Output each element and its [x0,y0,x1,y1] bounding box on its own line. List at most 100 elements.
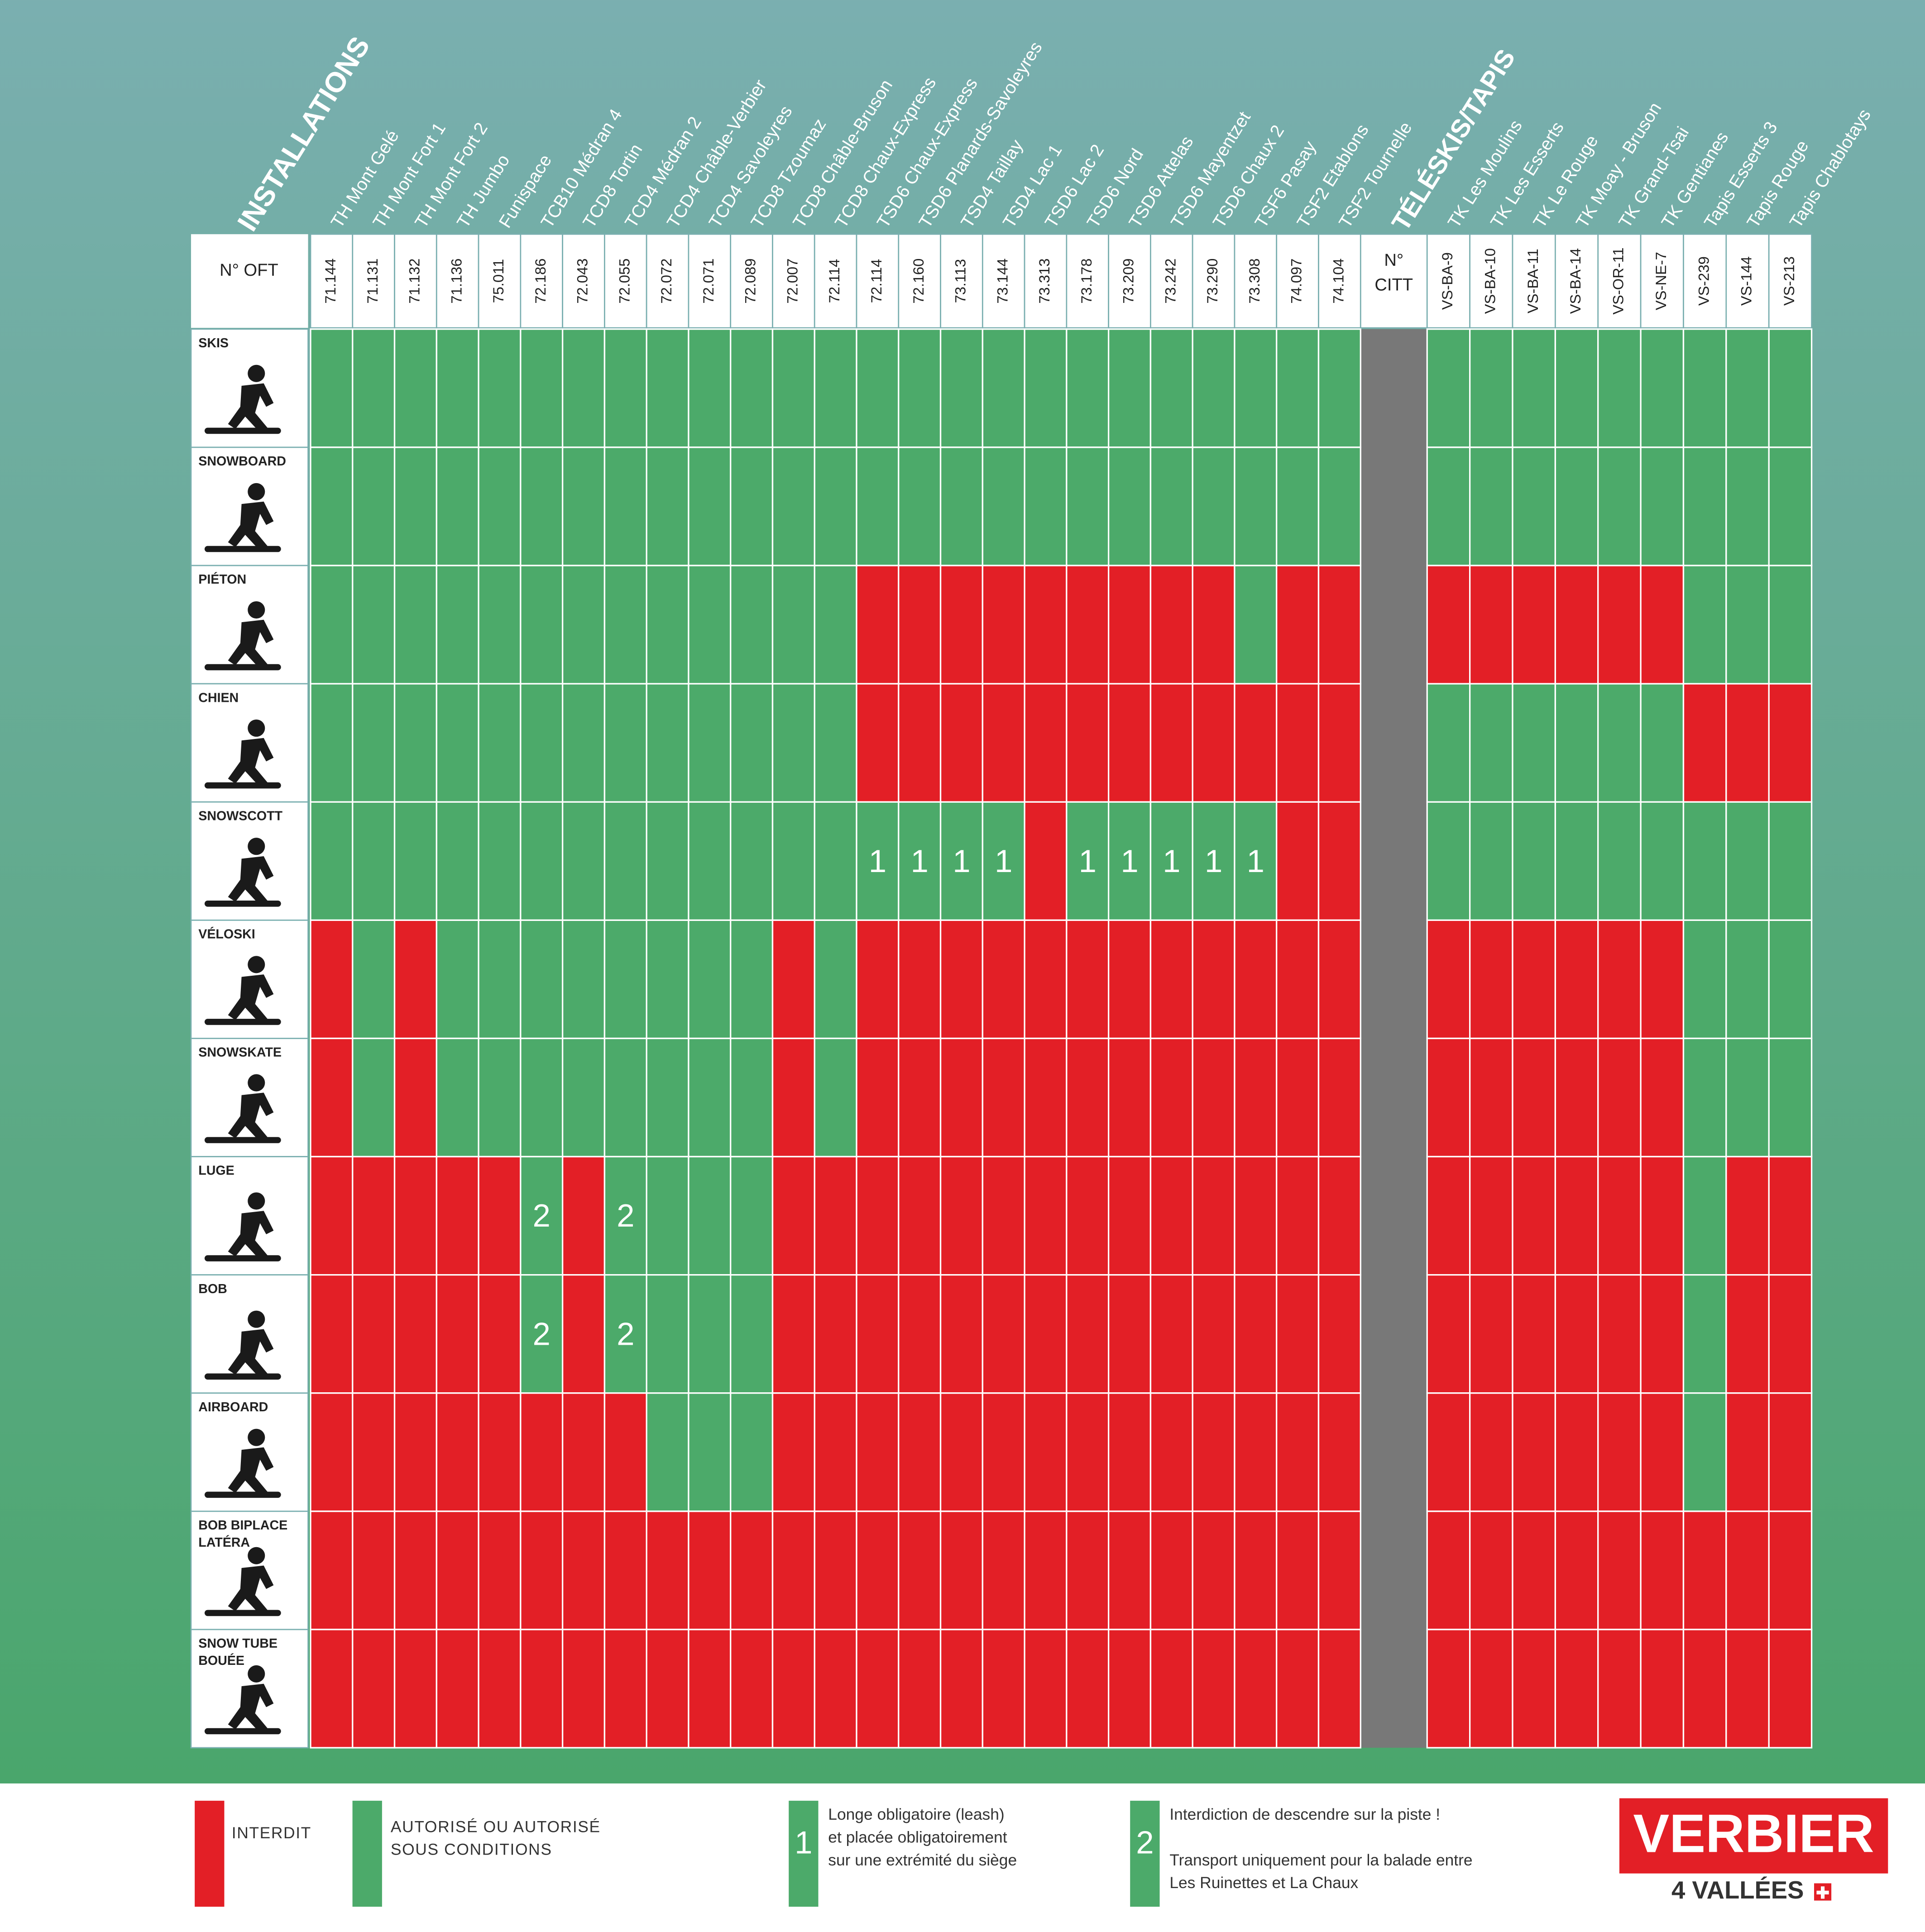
cell-note: 1 [1163,843,1180,879]
cell [898,565,942,685]
cell [730,683,774,803]
cell [814,565,857,685]
cell [1149,328,1193,448]
cell [1149,1510,1193,1630]
cell [1317,446,1361,566]
cell [1426,565,1471,685]
cell [688,565,732,685]
cell [352,1155,396,1276]
cell-note: 1 [953,843,970,879]
cell [856,1155,900,1276]
cell [646,328,690,448]
cell [1725,1274,1770,1394]
legend-mark: 1 [795,1825,812,1860]
cell [856,1037,900,1158]
column-code: VS-213 [1781,256,1797,306]
cell [814,1392,857,1512]
code-cell [856,233,900,329]
cell [1682,1274,1727,1394]
cell [436,565,479,685]
cell [1107,919,1152,1040]
cell [1768,1037,1813,1158]
icon-base [204,1137,281,1143]
column-code: VS-OR-11 [1610,248,1627,315]
cell [393,1037,437,1158]
icon-head [248,719,265,737]
cell [561,565,606,685]
cell [1234,1629,1278,1749]
cell [771,446,815,566]
code-cell [1024,233,1068,329]
cell [1512,1037,1556,1158]
icon-base [204,427,281,434]
legend-label: SOUS CONDITIONS [391,1841,552,1859]
cell [1725,919,1770,1040]
cell [646,1392,690,1512]
cell [603,446,647,566]
row-label: BOB BIPLACE [198,1518,287,1533]
cell [1149,565,1193,685]
cell [1192,1629,1235,1749]
cell [982,328,1025,448]
oft-cell [191,234,308,328]
cell [1317,1274,1361,1394]
cell [730,328,774,448]
cell [603,1392,647,1512]
cell [1682,1037,1727,1158]
cell [1725,565,1770,685]
cell [1024,1510,1068,1630]
code-cell [1469,233,1513,329]
cell [1640,1037,1685,1158]
cell [1107,1274,1152,1394]
cell [730,565,774,685]
logo-region: 4 VALLÉES [1671,1876,1804,1904]
icon-head [248,364,265,382]
code-cell [1150,233,1193,329]
cell [771,1155,815,1276]
code-cell [1426,233,1470,329]
cell [814,919,857,1040]
cell [1768,1629,1813,1749]
cell [520,328,564,448]
code-cell [772,233,815,329]
cell [1682,565,1727,685]
cell [688,1629,732,1749]
cell [310,328,354,448]
cell [1597,1037,1642,1158]
legend-swatch [352,1801,382,1907]
cell [520,919,564,1040]
cell [1024,1037,1068,1158]
cell [1725,801,1770,921]
cell [603,565,647,685]
cell [771,1629,815,1749]
cell [1192,1274,1235,1394]
icon-head [248,1192,265,1210]
cell [1426,1392,1471,1512]
cell [898,1629,942,1749]
cell [814,1510,857,1630]
cell [1276,328,1320,448]
column-code: 73.313 [1036,259,1053,304]
icon-base [204,546,281,552]
icon-head [248,1665,265,1683]
column-code: 73.178 [1078,259,1095,304]
cell [1768,1155,1813,1276]
legend-label: Interdiction de descendre sur la piste ! [1169,1806,1440,1823]
icon-base [204,664,281,671]
column-code: 72.071 [700,259,717,304]
column-code: 73.113 [952,259,969,303]
cell [1682,919,1727,1040]
cell [730,1155,774,1276]
cell [1317,683,1361,803]
citt-column [1360,329,1427,1748]
cell [520,1510,564,1630]
cell-note: 2 [617,1316,634,1352]
cell [1554,565,1599,685]
citt-label: N° [1384,251,1403,270]
cell [1276,1510,1320,1630]
cell [436,801,479,921]
cell [814,1037,857,1158]
cell [603,328,647,448]
legend-detail: Les Ruinettes et La Chaux [1169,1874,1358,1892]
icon-head [248,1547,265,1564]
